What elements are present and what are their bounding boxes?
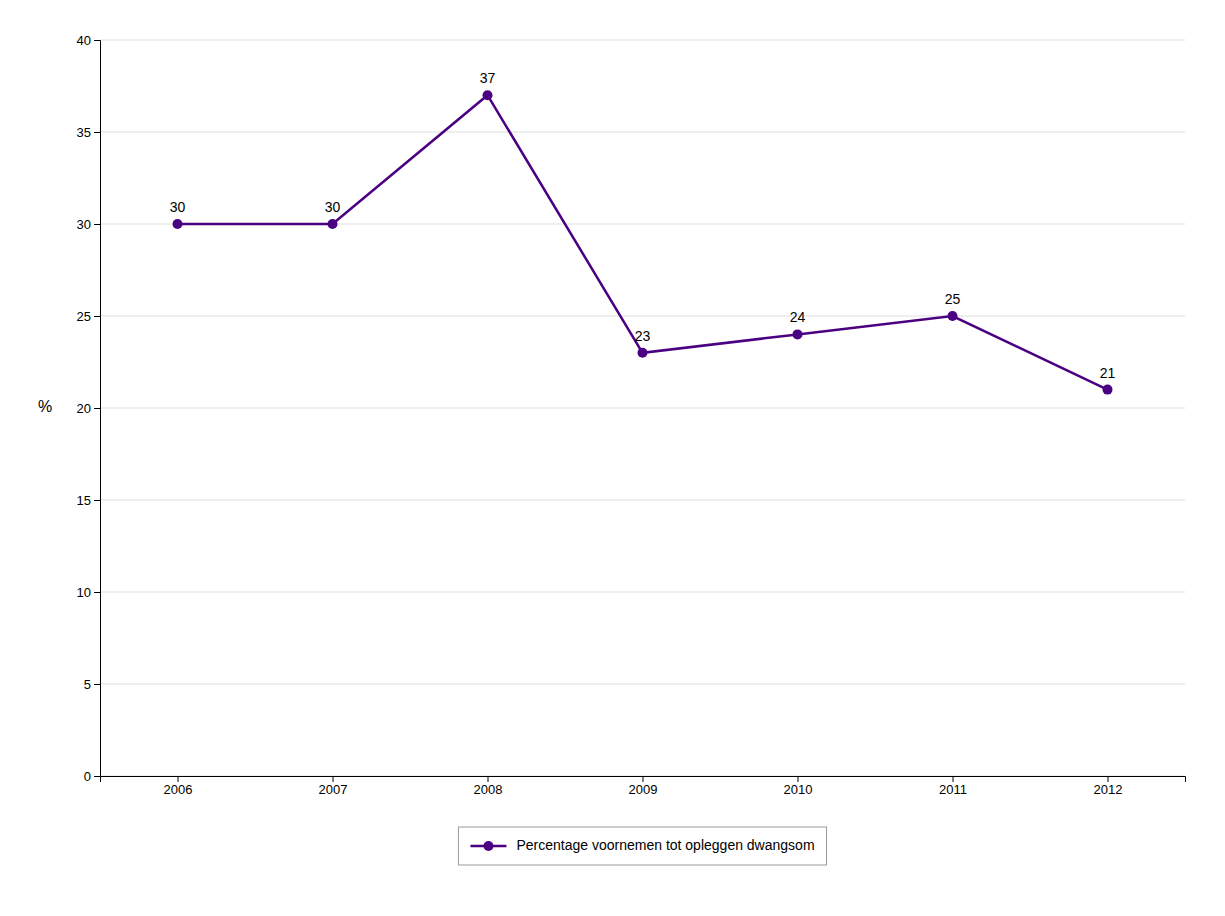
y-tick-label: 40 xyxy=(77,33,91,48)
y-axis-line xyxy=(94,41,101,777)
y-tick-mark xyxy=(94,224,100,225)
x-tick-mark xyxy=(1108,776,1109,782)
x-tick-label: 2009 xyxy=(629,782,658,797)
y-tick: 10 xyxy=(77,585,100,600)
y-tick-mark xyxy=(94,132,100,133)
x-tick: 2010 xyxy=(784,776,813,797)
data-label: 23 xyxy=(635,328,651,344)
grid-line xyxy=(100,684,1185,685)
grid-line xyxy=(100,592,1185,593)
x-tick-mark xyxy=(488,776,489,782)
point xyxy=(328,219,338,229)
x-tick-mark xyxy=(178,776,179,782)
y-tick: 35 xyxy=(77,125,100,140)
x-tick-mark xyxy=(643,776,644,782)
y-tick: 15 xyxy=(77,493,100,508)
grid-line xyxy=(100,132,1185,133)
y-tick-mark xyxy=(94,776,100,777)
y-tick-mark xyxy=(94,316,100,317)
x-tick-label: 2012 xyxy=(1094,782,1123,797)
x-tick: 2006 xyxy=(164,776,193,797)
data-label: 24 xyxy=(790,309,806,325)
y-tick: 25 xyxy=(77,309,100,324)
y-tick-label: 30 xyxy=(77,217,91,232)
y-tick: 20 xyxy=(77,401,100,416)
x-tick: 2012 xyxy=(1094,776,1123,797)
x-tick-label: 2008 xyxy=(474,782,503,797)
data-label: 21 xyxy=(1100,365,1116,381)
x-tick-label: 2010 xyxy=(784,782,813,797)
y-tick-label: 10 xyxy=(77,585,91,600)
point xyxy=(638,348,648,358)
chart: 2006200720082009201020112012051015202530… xyxy=(0,0,1225,916)
point xyxy=(483,90,493,100)
point xyxy=(1103,385,1113,395)
data-label: 37 xyxy=(480,70,496,86)
y-tick: 30 xyxy=(77,217,100,232)
plot: 2006200720082009201020112012051015202530… xyxy=(77,33,1186,798)
y-tick-mark xyxy=(94,684,100,685)
data-label: 25 xyxy=(945,291,961,307)
grid-line xyxy=(100,408,1185,409)
legend: Percentage voornemen tot opleggen dwangs… xyxy=(458,827,826,865)
x-tick-label: 2011 xyxy=(939,782,967,797)
y-tick-mark xyxy=(94,408,100,409)
y-tick-label: 0 xyxy=(84,769,91,784)
grid-line xyxy=(100,500,1185,501)
x-tick-label: 2006 xyxy=(164,782,193,797)
y-tick-label: 20 xyxy=(77,401,91,416)
y-tick: 40 xyxy=(77,33,100,48)
x-tick: 2009 xyxy=(629,776,658,797)
y-grid xyxy=(100,40,1185,776)
grid-line xyxy=(100,40,1185,41)
y-tick-mark xyxy=(94,500,100,501)
y-axis-title: % xyxy=(38,398,52,415)
y-axis: 0 5 10 15 20 25 30 35 40 xyxy=(77,33,101,784)
grid-line xyxy=(100,316,1185,317)
x-tick-mark xyxy=(953,776,954,782)
x-tick: 2008 xyxy=(474,776,503,797)
y-tick: 0 xyxy=(84,769,100,784)
y-tick-label: 5 xyxy=(84,677,91,692)
x-tick: 2007 xyxy=(319,776,348,797)
point xyxy=(793,329,803,339)
data-label: 30 xyxy=(170,199,186,215)
legend-marker xyxy=(483,841,493,851)
x-axis: 2006 2007 2008 2009 2010 2011 2012 xyxy=(101,776,1186,797)
legend-frame xyxy=(458,827,826,865)
x-tick-mark xyxy=(333,776,334,782)
point xyxy=(948,311,958,321)
data-labels: 30 30 37 23 24 25 21 xyxy=(170,70,1116,380)
x-tick-label: 2007 xyxy=(319,782,348,797)
point xyxy=(173,219,183,229)
y-tick-mark xyxy=(94,40,100,41)
y-tick: 5 xyxy=(84,677,100,692)
x-axis-line xyxy=(101,777,1186,783)
y-tick-label: 15 xyxy=(77,493,91,508)
marks xyxy=(173,90,1113,394)
x-tick: 2011 xyxy=(939,776,967,797)
x-tick-mark xyxy=(798,776,799,782)
data-label: 30 xyxy=(325,199,341,215)
y-tick-label: 25 xyxy=(77,309,91,324)
legend-label: Percentage voornemen tot opleggen dwangs… xyxy=(516,837,814,853)
y-tick-label: 35 xyxy=(77,125,91,140)
y-tick-mark xyxy=(94,592,100,593)
line xyxy=(178,95,1108,389)
